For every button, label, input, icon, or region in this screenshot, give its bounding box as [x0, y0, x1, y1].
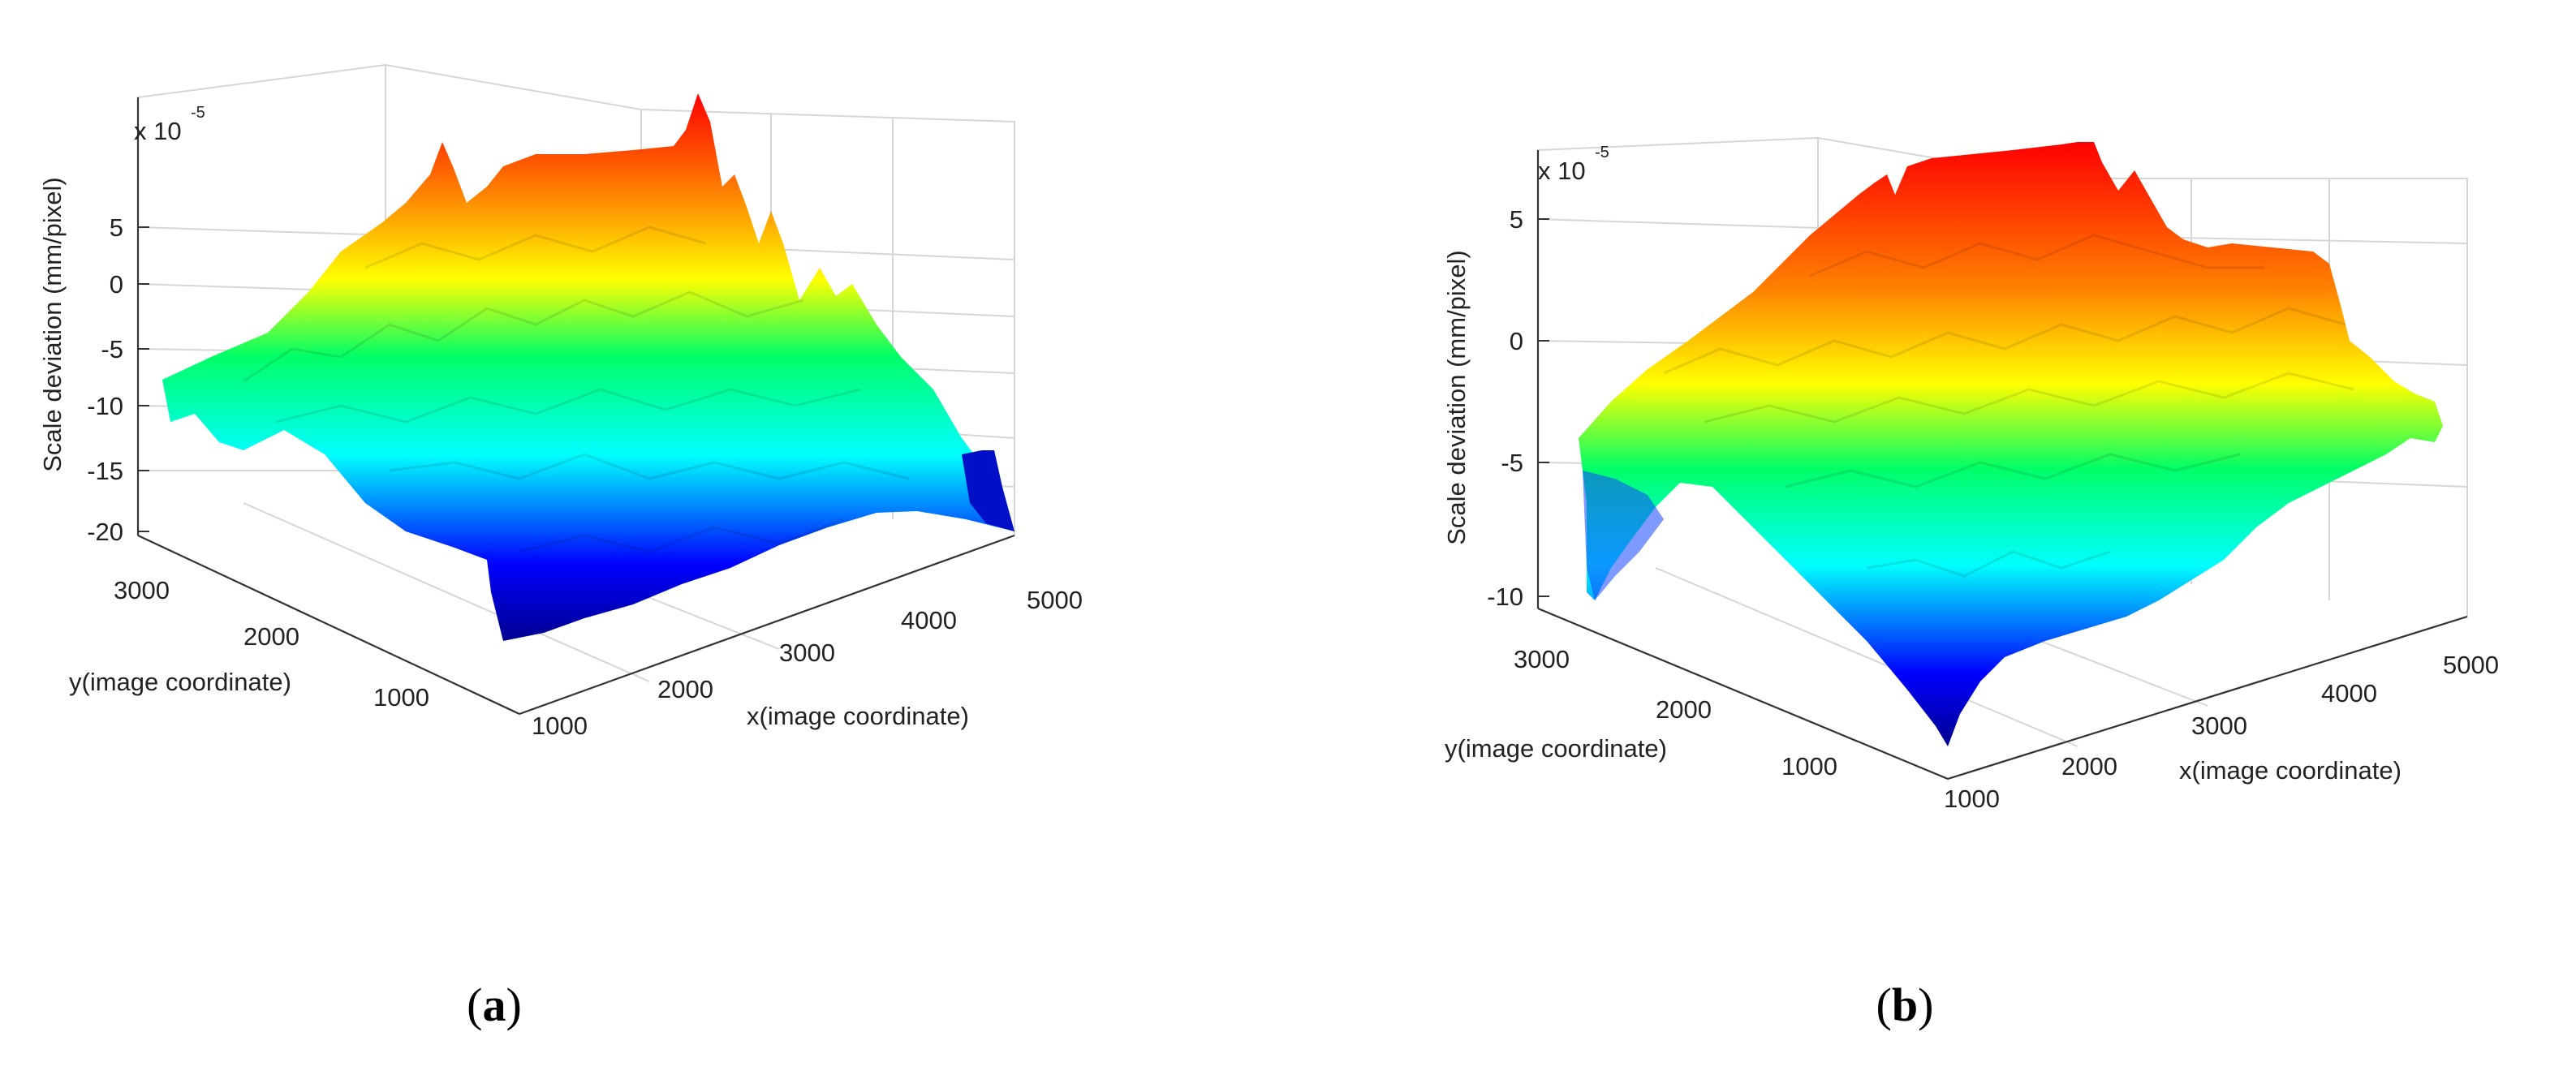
panel-b-y-tick-1: 2000 [1656, 695, 1712, 724]
panel-a: 5 0 -5 -10 -15 -20 x 10 -5 Scale deviati… [38, 63, 1083, 1031]
panel-a-surface [162, 93, 1014, 641]
panel-b-x-tick-0: 1000 [1944, 785, 2000, 813]
panel-b-z-label: Scale deviation (mm/pixel) [1442, 250, 1471, 545]
panel-b-z-tick-3: -10 [1487, 583, 1523, 611]
panel-a-x-tick-4: 5000 [1027, 586, 1083, 614]
panel-b-surface [1579, 142, 2443, 746]
panel-b-axes [1536, 150, 2468, 780]
panel-a-y-tick-2: 3000 [114, 576, 170, 604]
panel-a-surface-edge [962, 450, 1014, 531]
panel-b-label: (b) [1876, 978, 1934, 1031]
panel-a-z-tick-1: 0 [110, 270, 123, 299]
panel-b-z-multiplier-exp: -5 [1595, 144, 1609, 161]
panel-a-z-tick-2: -5 [101, 335, 123, 363]
panel-a-z-multiplier: x 10 [134, 117, 182, 145]
panel-b-surface-edge [1583, 471, 1664, 600]
panel-b-x-tick-1: 2000 [2061, 752, 2117, 780]
panel-a-z-tick-5: -20 [87, 518, 123, 546]
panel-a-z-multiplier-exp: -5 [191, 104, 205, 122]
panel-a-surface-texture [243, 226, 910, 553]
panel-b-z-tick-0: 5 [1510, 205, 1523, 234]
panel-b-z-tick-2: -5 [1501, 449, 1523, 477]
panel-a-axes [136, 97, 1015, 716]
panel-a-y-label: y(image coordinate) [69, 668, 291, 696]
panel-a-x-tick-1: 2000 [657, 675, 713, 703]
panel-b-surface-texture [1663, 234, 2354, 578]
panel-a-x-tick-3: 4000 [901, 606, 957, 634]
panel-b-y-label: y(image coordinate) [1445, 734, 1667, 763]
panel-b-x-label: x(image coordinate) [2179, 756, 2402, 785]
panel-a-y-tick-1: 2000 [243, 622, 299, 651]
panel-b-z-multiplier: x 10 [1538, 157, 1586, 185]
panel-b-x-tick-2: 3000 [2191, 712, 2247, 740]
panel-b: 5 0 -5 -10 x 10 -5 Scale deviation (mm/p… [1442, 136, 2499, 1031]
panel-a-z-tick-4: -15 [87, 457, 123, 485]
panel-a-z-tick-3: -10 [87, 392, 123, 420]
panel-a-x-tick-2: 3000 [779, 639, 835, 667]
panel-b-x-tick-4: 5000 [2443, 651, 2499, 679]
panel-a-label: (a) [467, 978, 522, 1031]
panel-a-y-tick-0: 1000 [373, 683, 429, 712]
panel-a-z-tick-0: 5 [110, 213, 123, 242]
panel-a-x-tick-0: 1000 [532, 712, 588, 740]
panel-b-y-tick-0: 1000 [1781, 752, 1837, 780]
panel-b-y-tick-2: 3000 [1514, 645, 1570, 673]
panel-b-x-tick-3: 4000 [2321, 679, 2377, 707]
panel-b-z-tick-1: 0 [1510, 327, 1523, 355]
panel-a-z-label: Scale deviation (mm/pixel) [38, 177, 67, 472]
panel-a-x-label: x(image coordinate) [747, 702, 969, 730]
